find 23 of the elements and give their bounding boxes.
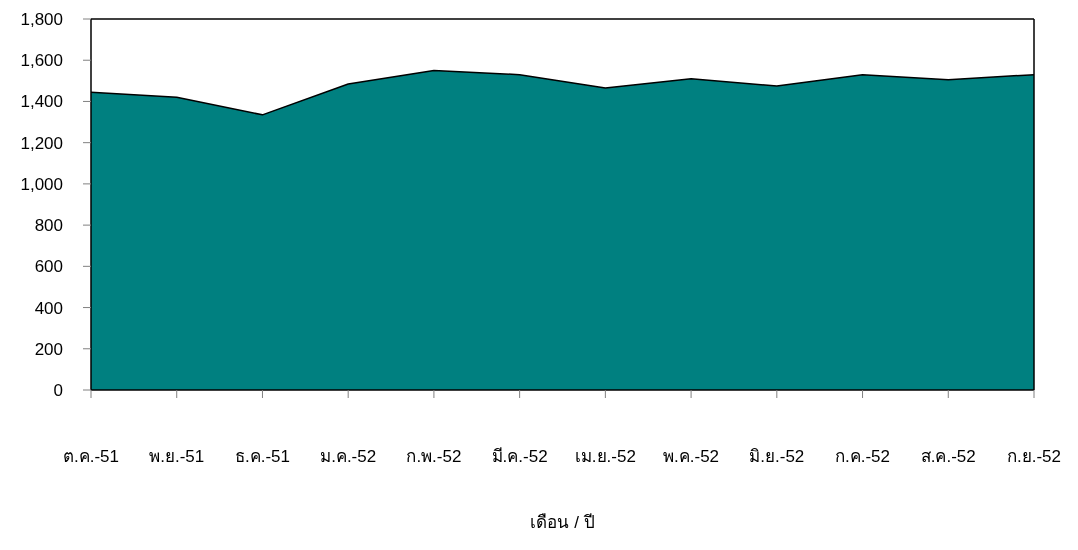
y-tick-label: 0 (53, 381, 63, 401)
y-tick-label: 1,600 (20, 51, 63, 71)
x-tick-label: พ.ย.-51 (149, 447, 205, 466)
y-tick-label: 1,400 (20, 92, 63, 112)
x-tick-label: ม.ค.-52 (320, 447, 377, 466)
x-tick-label: ต.ค.-51 (62, 447, 120, 466)
y-tick-label: 400 (34, 298, 63, 318)
y-tick-label: 1,000 (20, 174, 63, 194)
x-tick-label: มิ.ย.-52 (749, 447, 805, 466)
x-tick-label: พ.ค.-52 (663, 447, 720, 466)
y-tick-label: 600 (34, 257, 63, 277)
x-tick-label: ส.ค.-52 (920, 447, 976, 466)
x-axis-title: เดือน / ปี (530, 513, 595, 532)
x-tick-label: ก.พ.-52 (406, 447, 462, 466)
y-tick-label: 200 (34, 339, 63, 359)
x-tick-label: ก.ย.-52 (1006, 447, 1062, 466)
x-tick-label: มี.ค.-52 (491, 447, 548, 466)
x-tick-label: ก.ค.-52 (835, 447, 891, 466)
y-tick-label: 1,800 (20, 10, 63, 30)
x-tick-label: ธ.ค.-51 (234, 447, 290, 466)
y-tick-label: 800 (34, 216, 63, 236)
y-tick-label: 1,200 (20, 133, 63, 153)
x-tick-label: เม.ย.-52 (574, 447, 636, 466)
